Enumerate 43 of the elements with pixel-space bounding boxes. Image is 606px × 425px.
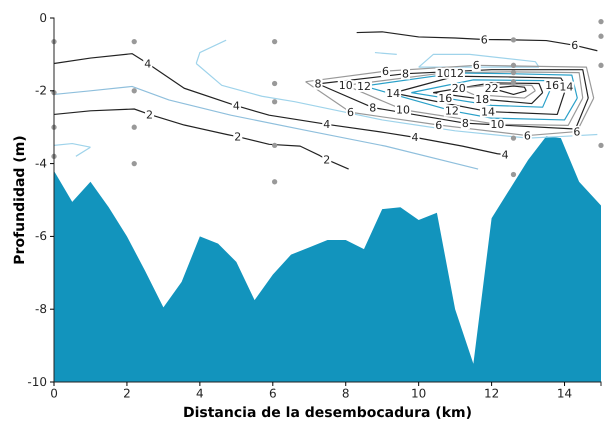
x-tick-label: 0 xyxy=(50,386,58,401)
y-tick-label: 0 xyxy=(39,10,47,25)
annotation: 6 xyxy=(573,125,580,138)
annotation: 20 xyxy=(452,82,466,96)
annotation: 14 xyxy=(386,86,400,100)
x-tick-label: 4 xyxy=(196,386,204,401)
annotation: 18 xyxy=(475,93,490,106)
y-tick-label: -8 xyxy=(35,302,47,316)
annotation: 2 xyxy=(146,108,154,122)
annotation: 10 xyxy=(338,79,353,92)
annotation: 4 xyxy=(232,100,240,113)
y-tick-label: -4 xyxy=(35,156,47,170)
annotation: 6 xyxy=(346,106,354,120)
annotation: 6 xyxy=(480,33,488,46)
annotation: 6 xyxy=(524,129,531,142)
annotation: 8 xyxy=(314,78,322,91)
x-tick-label: 12 xyxy=(484,386,500,401)
x-tick-label: 8 xyxy=(342,386,350,401)
annotation: 6 xyxy=(571,39,578,52)
annotation: 6 xyxy=(382,64,389,78)
annotation: 6 xyxy=(472,59,480,72)
annotation: 4 xyxy=(144,57,152,70)
annotation: 4 xyxy=(323,118,330,132)
x-axis-title: Distancia de la desembocadura (km) xyxy=(182,405,472,421)
annotation: 8 xyxy=(462,117,469,130)
y-tick-label: -10 xyxy=(27,374,47,389)
annotation: 4 xyxy=(502,148,509,162)
annotation: 10 xyxy=(396,104,410,117)
x-tick-label: 14 xyxy=(556,386,572,401)
annotation: 16 xyxy=(545,79,560,92)
x-tick-label: 2 xyxy=(123,386,131,401)
annotation: 4 xyxy=(412,131,419,144)
annotation: 16 xyxy=(438,92,452,105)
annotation: 8 xyxy=(369,101,376,114)
annotation: 8 xyxy=(402,68,410,81)
x-tick-label: 6 xyxy=(268,386,277,401)
y-axis-title: Profundidad (m) xyxy=(12,135,28,265)
x-tick-label: 10 xyxy=(411,386,426,401)
y-tick-label: -6 xyxy=(35,229,47,244)
annotation: 2 xyxy=(234,130,242,144)
y-tick-label: -2 xyxy=(35,84,47,98)
annotation: 6 xyxy=(435,118,442,132)
annotation: 2 xyxy=(323,153,330,166)
